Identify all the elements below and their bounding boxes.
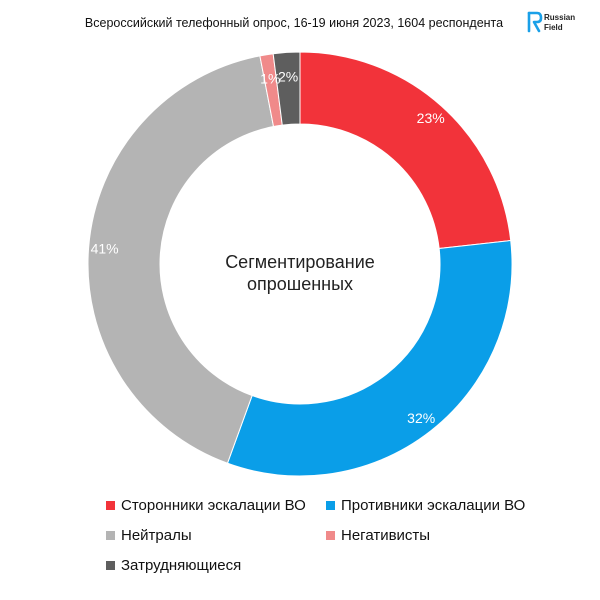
logo-icon [527,11,543,33]
legend-swatch [106,501,115,510]
chart-title-line2: опрошенных [247,274,353,294]
chart-title-line1: Сегментирование [225,252,375,272]
donut-slice-2 [226,239,513,477]
slice-label-2: 32% [407,410,435,426]
legend-item-5: Затрудняющиеся [106,557,241,574]
donut-slice-3 [87,55,275,464]
chart-subtitle: Всероссийский телефонный опрос, 16-19 ию… [84,16,504,30]
legend-swatch [106,531,115,540]
legend-item-2: Противники эскалации ВО [326,497,525,514]
legend-swatch [326,531,335,540]
legend-item-3: Нейтралы [106,527,192,544]
legend-label: Сторонники эскалации ВО [121,497,306,514]
donut-slice-1 [299,51,512,250]
legend-label: Затрудняющиеся [121,557,242,574]
slice-label-5: 2% [278,68,298,84]
legend-item-1: Сторонники эскалации ВО [106,497,306,514]
slice-label-1: 23% [417,110,445,126]
legend-item-4: Негативисты [326,527,430,544]
legend-label: Нейтралы [121,527,192,544]
legend-swatch [106,561,115,570]
legend-label: Противники эскалации ВО [341,497,526,514]
russian-field-logo: Russian Field [527,11,587,39]
logo-text: Russian Field [544,13,576,32]
legend-label: Негативисты [341,527,431,544]
slice-label-4: 1% [260,70,280,86]
slice-label-3: 41% [91,241,119,257]
donut-slice-5 [272,51,301,126]
legend-swatch [326,501,335,510]
